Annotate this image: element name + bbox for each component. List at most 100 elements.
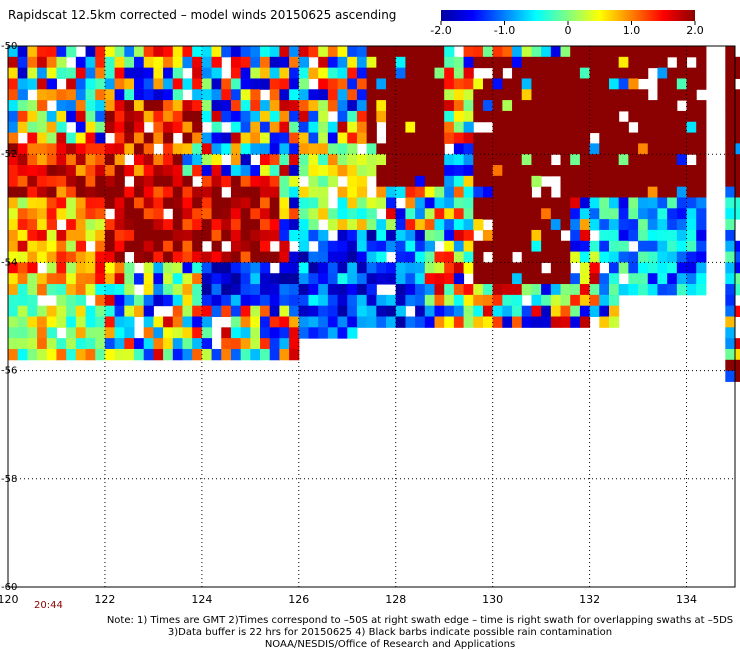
heatmap-cell — [502, 273, 513, 285]
heatmap-cell — [17, 348, 28, 361]
heatmap-cell — [628, 262, 639, 274]
heatmap-cell — [318, 284, 329, 296]
heatmap-cell — [240, 284, 251, 296]
x-tick-label: 132 — [579, 593, 600, 606]
heatmap-cell — [599, 132, 610, 144]
heatmap-cell — [153, 273, 164, 285]
heatmap-cell — [453, 229, 465, 242]
heatmap-cell — [638, 197, 649, 209]
heatmap-cell — [453, 110, 465, 123]
heatmap-cell — [647, 284, 658, 296]
heatmap-cell — [124, 89, 135, 101]
heatmap-cell — [308, 305, 319, 317]
heatmap-cell — [405, 294, 416, 307]
heatmap-cell — [182, 240, 193, 253]
heatmap-cell — [405, 197, 416, 209]
heatmap-cell — [143, 143, 154, 155]
heatmap-cell — [163, 338, 174, 350]
heatmap-cell — [17, 143, 28, 155]
heatmap-cell — [8, 305, 19, 317]
heatmap-cell — [424, 294, 435, 307]
heatmap-cell — [269, 186, 280, 198]
heatmap-cell — [434, 46, 445, 58]
heatmap-cell — [482, 165, 494, 177]
heatmap-cell — [240, 110, 251, 123]
heatmap-cell — [463, 284, 474, 296]
heatmap-cell — [279, 165, 290, 177]
heatmap-cell — [153, 67, 164, 79]
heatmap-cell — [143, 251, 154, 263]
heatmap-cell — [356, 165, 368, 177]
heatmap-cell — [512, 46, 523, 58]
heatmap-cell — [192, 100, 203, 112]
heatmap-cell — [376, 294, 387, 307]
heatmap-cell — [366, 132, 377, 144]
heatmap-cell — [628, 284, 639, 296]
heatmap-cell — [182, 327, 193, 339]
heatmap-cell — [579, 175, 591, 188]
heatmap-cell — [153, 262, 164, 274]
heatmap-cell — [230, 208, 242, 220]
heatmap-cell — [521, 262, 532, 274]
heatmap-cell — [560, 67, 571, 79]
heatmap-cell — [531, 67, 542, 79]
heatmap-cell — [201, 251, 213, 263]
heatmap-cell — [201, 143, 213, 155]
heatmap-cell — [366, 67, 377, 79]
heatmap-cell — [463, 165, 474, 177]
heatmap-cell — [337, 197, 348, 209]
heatmap-cell — [735, 154, 740, 166]
heatmap-cell — [114, 240, 125, 253]
heatmap-cell — [628, 67, 639, 79]
heatmap-cell — [541, 186, 552, 198]
heatmap-cell — [143, 186, 154, 198]
heatmap-cell — [550, 110, 562, 123]
heatmap-cell — [444, 240, 455, 253]
heatmap-cell — [134, 240, 145, 253]
heatmap-cell — [512, 154, 523, 166]
heatmap-cell — [608, 197, 620, 209]
heatmap-cell — [541, 229, 552, 242]
heatmap-cell — [696, 78, 707, 90]
heatmap-cell — [8, 208, 19, 220]
heatmap-cell — [318, 100, 329, 112]
heatmap-cell — [37, 327, 48, 339]
heatmap-cell — [134, 186, 145, 198]
y-tick-label: -54 — [1, 257, 17, 268]
heatmap-cell — [386, 165, 397, 177]
heatmap-cell — [356, 89, 368, 101]
heatmap-cell — [250, 110, 261, 123]
heatmap-cell — [347, 327, 358, 339]
heatmap-cell — [240, 100, 251, 112]
heatmap-cell — [269, 132, 280, 144]
heatmap-cell — [608, 132, 620, 144]
heatmap-cell — [696, 219, 707, 231]
heatmap-cell — [337, 100, 348, 112]
heatmap-cell — [541, 219, 552, 231]
heatmap-cell — [85, 338, 96, 350]
heatmap-cell — [56, 197, 67, 209]
heatmap-cell — [279, 348, 290, 361]
heatmap-cell — [599, 305, 610, 317]
heatmap-cell — [541, 197, 552, 209]
heatmap-cell — [269, 316, 280, 328]
heatmap-cell — [579, 197, 591, 209]
heatmap-cell — [395, 240, 406, 253]
heatmap-cell — [531, 143, 542, 155]
heatmap-cell — [289, 110, 300, 123]
heatmap-cell — [8, 165, 19, 177]
heatmap-cell — [201, 273, 213, 285]
heatmap-cell — [27, 78, 38, 90]
heatmap-cell — [521, 197, 532, 209]
heatmap-cell — [463, 132, 474, 144]
heatmap-cell — [163, 175, 174, 188]
heatmap-cell — [75, 219, 87, 231]
heatmap-cell — [153, 121, 164, 134]
heatmap-cell — [589, 78, 600, 90]
heatmap-cell — [134, 132, 145, 144]
heatmap-cell — [240, 67, 251, 79]
heatmap-cell — [201, 56, 213, 69]
heatmap-cell — [686, 219, 697, 231]
heatmap-cell — [395, 186, 406, 198]
heatmap-cell — [260, 240, 271, 253]
